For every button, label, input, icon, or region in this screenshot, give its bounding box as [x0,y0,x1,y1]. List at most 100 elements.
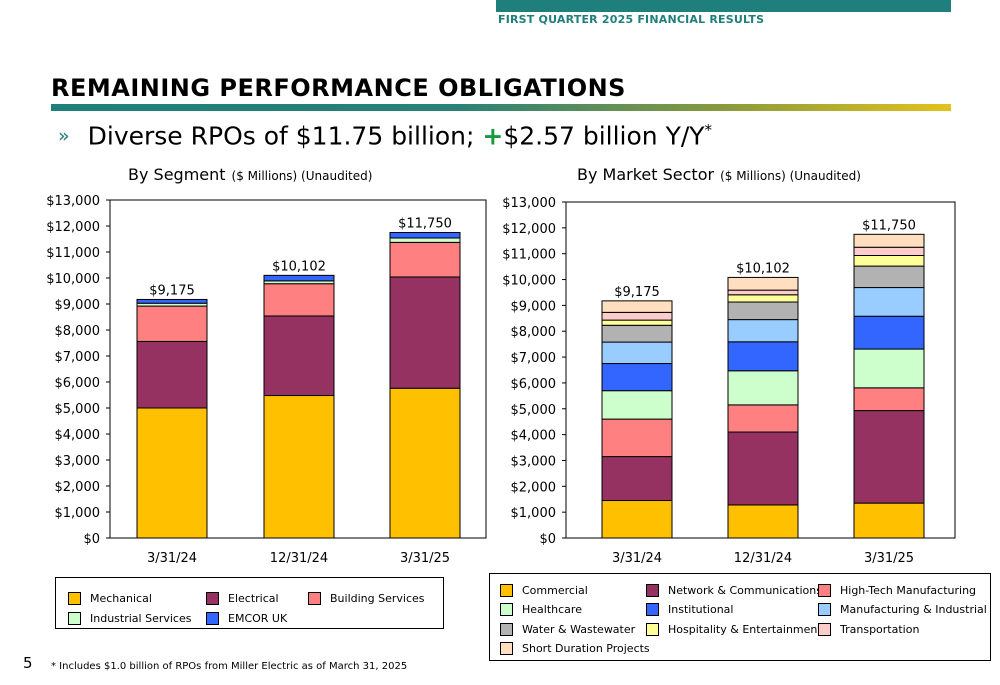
segment-bar-mechanical [263,395,335,539]
sector-x-tick-label: 3/31/24 [612,551,662,566]
segment-bar-electrical [136,340,208,409]
segment-bar-mechanical [389,387,461,539]
sector-legend-label: Water & Wastewater [522,623,636,636]
sector-y-tick-label: $8,000 [511,325,557,340]
segment-total-label: $11,750 [398,217,452,232]
segment-y-tick-label: $10,000 [46,272,100,287]
segment-bar-mechanical [136,407,208,539]
segment-bar-building-services [389,241,461,278]
sector-y-tick-label: $3,000 [511,454,557,469]
sector-bar-network-communications [727,431,799,506]
sector-y-tick-label: $4,000 [511,429,557,444]
sector-total-label: $9,175 [614,285,660,300]
sector-legend: Commercial Network & Communications High-T… [489,573,991,661]
segment-y-tick-label: $2,000 [55,480,101,495]
segment-y-tick-label: $0 [83,532,100,547]
segment-bar-emcor-uk [389,232,461,239]
segment-legend-swatch [68,592,81,605]
sector-chart-title-main: By Market Sector [577,165,715,184]
page-number: 5 [23,654,33,672]
sector-legend-swatch [500,642,513,655]
sector-y-tick-label: $9,000 [511,299,557,314]
sector-legend-label: Healthcare [522,603,582,616]
sector-chart-title: By Market Sector ($ Millions) (Unaudited) [577,165,861,184]
segment-legend-label: EMCOR UK [228,612,288,625]
segment-legend-swatch [68,612,81,625]
sector-bar-short-duration-projects [727,276,799,291]
sector-legend-label: High-Tech Manufacturing [840,584,977,597]
sector-bar-hospitality-entertainment [601,319,673,326]
segment-bar-building-services [136,305,208,342]
segment-chart-title: By Segment ($ Millions) (Unaudited) [128,165,372,184]
sector-legend-swatch [500,603,513,616]
sector-legend-swatch [646,623,659,636]
sector-total-label: $10,102 [736,261,790,276]
sector-legend-swatch [818,584,831,597]
sector-legend-swatch [646,584,659,597]
sector-bar-short-duration-projects [601,300,673,313]
sector-total-label: $11,750 [862,218,916,233]
sector-x-tick-label: 12/31/24 [734,551,792,566]
segment-legend-label: Industrial Services [90,612,192,625]
sector-y-tick-label: $11,000 [502,248,556,263]
segment-total-label: $10,102 [272,259,326,274]
sector-legend-swatch [500,584,513,597]
segment-bar-emcor-uk [263,274,335,282]
chevron-bullet-icon: » [58,125,70,148]
segment-y-tick-label: $4,000 [55,428,101,443]
sector-bar-high-tech-manufacturing [601,418,673,458]
page-title: REMAINING PERFORMANCE OBLIGATIONS [51,74,626,102]
segment-y-tick-label: $7,000 [55,350,101,365]
segment-y-tick-label: $5,000 [55,402,101,417]
sector-bar-commercial [727,504,799,539]
sector-bar-commercial [853,502,925,539]
sector-bar-institutional [727,341,799,372]
sector-bar-transportation [601,311,673,321]
sector-bar-healthcare [727,370,799,406]
segment-y-tick-label: $6,000 [55,376,101,391]
sector-bar-manufacturing-industrial [853,287,925,317]
sector-bar-high-tech-manufacturing [853,387,925,412]
segment-bar-electrical [389,276,461,389]
plus-sign: + [482,121,504,151]
subtitle-asterisk: * [704,121,713,139]
sector-bar-commercial [601,500,673,539]
segment-chart-title-sub: ($ Millions) (Unaudited) [231,169,373,183]
sector-y-tick-label: $6,000 [511,377,557,392]
sector-bar-transportation [727,289,799,296]
sector-legend-swatch [818,623,831,636]
sector-bar-institutional [601,363,673,392]
subtitle-text-1: Diverse RPOs of $11.75 billion; [87,121,483,151]
subtitle-bullet: » Diverse RPOs of $11.75 billion; +$2.57 … [58,121,712,150]
sector-bar-healthcare [853,348,925,389]
sector-bar-hospitality-entertainment [853,255,925,267]
segment-legend-swatch [308,592,321,605]
segment-x-tick-label: 3/31/24 [147,551,197,566]
segment-bar-emcor-uk [136,298,208,304]
sector-bar-water-wastewater [727,301,799,321]
sector-y-tick-label: $0 [539,532,556,547]
sector-legend-label: Transportation [840,623,920,636]
sector-y-tick-label: $2,000 [511,480,557,495]
segment-y-tick-label: $8,000 [55,324,101,339]
segment-y-tick-label: $3,000 [55,454,101,469]
header-banner-text: FIRST QUARTER 2025 FINANCIAL RESULTS [498,13,765,26]
segment-legend-label: Electrical [228,592,279,605]
sector-bar-hospitality-entertainment [727,294,799,303]
sector-bar-water-wastewater [853,265,925,289]
segment-total-label: $9,175 [149,283,195,298]
segment-y-tick-label: $1,000 [55,506,101,521]
sector-legend-swatch [646,603,659,616]
segment-legend-label: Building Services [330,592,425,605]
sector-bar-institutional [853,315,925,350]
sector-bar-manufacturing-industrial [727,319,799,343]
segment-bar-building-services [263,283,335,317]
header-banner-bar [496,0,951,12]
sector-bar-healthcare [601,390,673,420]
segment-bar-electrical [263,315,335,397]
sector-legend-label: Manufacturing & Industrial [840,603,987,616]
sector-bar-short-duration-projects [853,233,925,248]
sector-legend-label: Institutional [668,603,734,616]
subtitle-text-2: $2.57 billion Y/Y [503,121,705,151]
